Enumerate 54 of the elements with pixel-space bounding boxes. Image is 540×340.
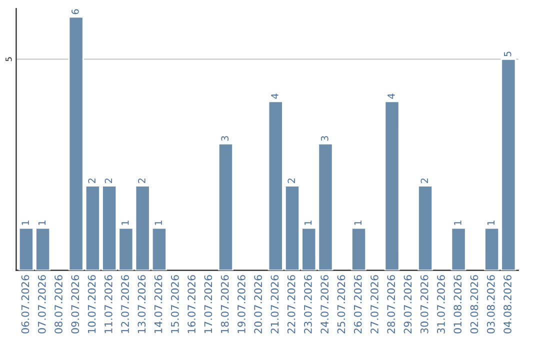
- data-label: 4: [388, 94, 395, 99]
- bar: [418, 185, 434, 270]
- x-tick-label: 15.07.2026: [170, 275, 179, 333]
- x-tick-label: 09.07.2026: [71, 275, 80, 334]
- x-tick-label: 28.07.2026: [387, 275, 396, 334]
- data-label: 1: [354, 220, 362, 225]
- data-label: 2: [88, 178, 96, 184]
- x-tick-label: 07.07.2026: [38, 275, 46, 334]
- x-tick-label: 31.07.2026: [437, 275, 445, 334]
- bar: [351, 227, 367, 270]
- x-tick-label: 17.07.2026: [204, 275, 212, 333]
- x-tick-label: 02.08.2026: [470, 275, 478, 334]
- data-label: 2: [420, 178, 428, 184]
- x-tick-label: 11.07.2026: [104, 275, 112, 333]
- data-label: 1: [454, 220, 462, 225]
- x-tick-label: 14.07.2026: [154, 275, 162, 333]
- data-label: 2: [104, 178, 112, 184]
- x-tick-label: 19.07.2026: [238, 275, 246, 333]
- data-label: 1: [38, 220, 46, 225]
- x-tick-label: 06.07.2026: [21, 275, 30, 334]
- x-tick-label: 25.07.2026: [337, 275, 346, 334]
- x-tick-label: 12.07.2026: [121, 275, 129, 333]
- data-label: 3: [221, 136, 229, 141]
- bar: [384, 100, 400, 270]
- data-label: 1: [22, 220, 29, 225]
- data-label: 1: [304, 220, 312, 225]
- x-tick-label: 30.07.2026: [420, 275, 428, 334]
- data-label: 1: [487, 220, 494, 225]
- x-tick-label: 20.07.2026: [254, 275, 262, 334]
- data-label: 2: [138, 178, 146, 184]
- x-tick-label: 04.08.2026: [504, 275, 512, 334]
- x-tick-label: 24.07.2026: [320, 275, 329, 334]
- x-tick-label: 16.07.2026: [188, 275, 196, 333]
- bar: [218, 142, 234, 270]
- x-tick-label: 27.07.2026: [370, 275, 378, 334]
- x-tick-label: 03.08.2026: [486, 275, 495, 334]
- data-label: 6: [72, 9, 79, 14]
- data-label: 3: [320, 136, 328, 141]
- data-label: 5: [504, 52, 512, 56]
- x-tick-label: 08.07.2026: [54, 275, 62, 334]
- data-label: 1: [154, 220, 162, 225]
- bar: [450, 227, 466, 270]
- x-tick-label: 18.07.2026: [220, 275, 229, 333]
- x-tick-label: 26.07.2026: [354, 275, 362, 334]
- x-tick-label: 23.07.2026: [304, 275, 312, 334]
- x-tick-label: 21.07.2026: [270, 275, 279, 334]
- x-tick-label: 29.07.2026: [404, 275, 412, 334]
- x-tick-label: 01.08.2026: [454, 275, 462, 334]
- data-label: 1: [122, 220, 129, 225]
- data-label: 2: [288, 178, 295, 184]
- x-tick-label: 22.07.2026: [287, 275, 296, 334]
- x-tick-label: 10.07.2026: [88, 275, 96, 333]
- x-tick-label: 13.07.2026: [138, 275, 146, 333]
- data-label: 4: [271, 94, 278, 99]
